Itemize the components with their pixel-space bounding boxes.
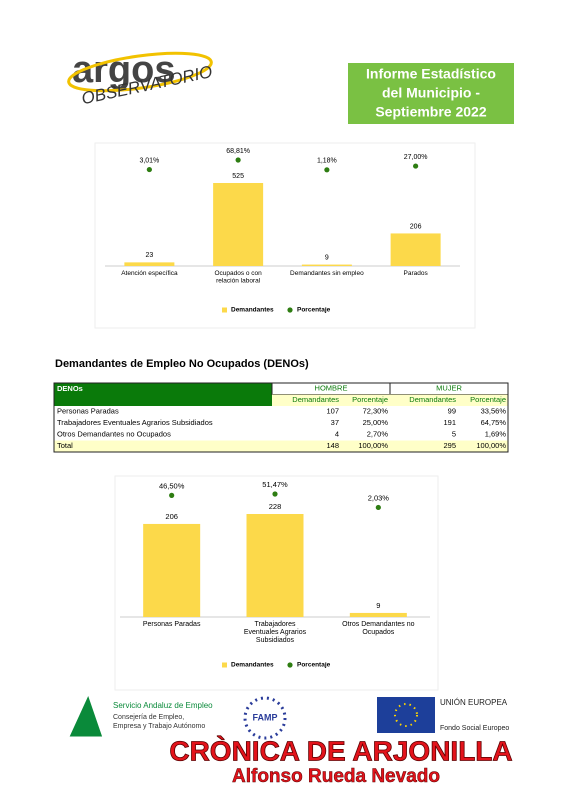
subheader-row [272,394,508,406]
dot [413,163,419,169]
table-cell: 100,00% [358,441,388,450]
bar [301,264,352,266]
dot-label: 27,00% [404,154,428,161]
sae-text: Consejería de Empleo, [113,714,184,721]
table-cell: 148 [326,441,339,450]
title: Informe Estadístico [366,66,496,82]
table-cell: 100,00% [476,441,506,450]
dot [324,167,330,173]
dot-label: 68,81% [226,148,250,155]
legend-label: Demandantes [231,307,274,314]
legend-label: Porcentaje [297,307,331,314]
table-cell: 4 [335,430,339,439]
eu-stars [394,703,418,727]
bar-label: 9 [376,601,380,610]
dot [235,157,241,163]
category-label: Parados [404,270,429,277]
category-label: Ocupados o con relación laboral [214,270,262,285]
famp-logo [243,696,287,740]
table-cell: Personas Paradas [57,407,119,416]
bar [390,233,441,266]
table-cell: 295 [443,441,456,450]
table-border [53,382,509,453]
bar [213,183,264,266]
table-cell: 33,56% [481,407,507,416]
legend-label: Demandantes [231,662,274,669]
legend-swatch [222,307,227,313]
author: Alfonso Rueda Nevado [232,766,440,787]
subheader: Demandantes [409,395,456,404]
table-cell: 191 [443,418,456,427]
eu-flag [377,697,435,733]
table-cell: 37 [331,418,339,427]
dot [169,492,175,498]
group-header-text: HOMBRE [315,384,348,393]
subheader: Porcentaje [352,395,388,404]
eu-text: Fondo Social Europeo [440,725,509,732]
legend-label: Porcentaje [297,662,331,669]
bar [124,262,175,266]
total-row [54,440,508,452]
sae-logo [69,695,103,737]
dot-label: 46,50% [159,481,185,490]
bar [143,523,201,617]
sae-text: Empresa y Trabajo Autónomo [113,723,205,730]
title-box [348,63,514,124]
brand: CRÒNICA DE ARJONILLA [169,735,512,766]
table-cell: Total [57,441,73,450]
table-cell: Otros Demandantes no Ocupados [57,430,171,439]
subheader: Porcentaje [470,395,506,404]
bar [349,612,407,617]
table-cell: 1,69% [485,430,507,439]
bar-label: 206 [165,512,178,521]
table-cell: 64,75% [481,418,507,427]
logo-swoosh [67,51,213,93]
eu-text: UNIÓN EUROPEA [440,698,508,707]
table-cell: 72,30% [363,407,389,416]
category-label: Otros Demandantes no Ocupados [342,621,414,636]
table-corner [54,383,272,406]
title: del Municipio - [382,85,480,101]
dot [375,504,381,511]
table-cell: Trabajadores Eventuales Agrarios Subsidi… [57,418,213,427]
table-cell: 5 [452,430,456,439]
group-header-text: MUJER [436,384,462,393]
category-label: Demandantes sin empleo [290,270,364,277]
table-cell: 2,70% [367,430,389,439]
legend-dot [287,307,293,313]
bar-label: 9 [325,254,329,261]
bar-label: 228 [269,502,282,511]
dot [146,166,152,173]
table-title: Demandantes de Empleo No Ocupados (DENOs… [55,358,309,370]
table-corner-text: DENOs [57,384,83,393]
title: Septiembre 2022 [375,104,486,120]
table-cell: 99 [448,407,456,416]
dot-label: 1,18% [317,158,337,165]
dot-label: 3,01% [139,157,159,164]
subheader: Demandantes [292,395,339,404]
dot [272,491,278,497]
table-cell: 25,00% [363,418,389,427]
category-label: Trabajadores Eventuales Agrarios Subsidiad… [244,621,307,644]
legend-dot [287,662,293,668]
category-label: Atención específica [121,270,178,277]
bar-label: 23 [145,252,153,259]
famp-text: FAMP [252,712,277,722]
dot-label: 2,03% [368,493,390,502]
bar-label: 206 [410,223,422,230]
bar [246,514,304,617]
dot-label: 51,47% [262,480,288,489]
category-label: Personas Paradas [143,621,201,628]
sae-text: Servicio Andaluz de Empleo [113,701,213,710]
bar-label: 525 [232,173,244,180]
table-cell: 107 [326,407,339,416]
legend-swatch [222,662,227,668]
